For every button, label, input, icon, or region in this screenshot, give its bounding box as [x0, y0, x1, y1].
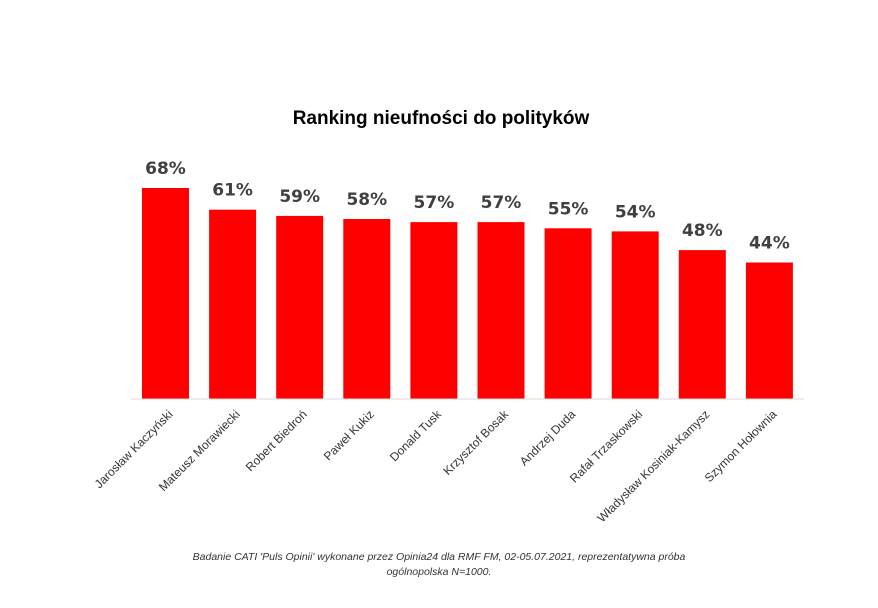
footnote-line-1: Badanie CATI 'Puls Opinii' wykonane prze…	[192, 551, 686, 563]
footnote-line-2: ogólnopolska N=1000.	[386, 566, 492, 578]
x-tick-label-rafal-trzaskowski: Rafał Trzaskowski	[567, 407, 645, 485]
data-label-krzysztof-bosak: 57%	[481, 193, 522, 213]
bar-szymon-holownia	[745, 262, 793, 399]
x-tick-label-robert-biedron: Robert Biedroń	[243, 407, 310, 474]
x-tick-label-krzysztof-bosak: Krzysztof Bosak	[440, 407, 511, 478]
bar-rafal-trzaskowski	[611, 231, 659, 399]
data-label-szymon-holownia: 44%	[749, 234, 790, 254]
data-label-andrzej-duda: 55%	[548, 199, 589, 219]
bars-group	[142, 188, 793, 399]
data-label-donald-tusk: 57%	[414, 193, 455, 213]
chart-title: Ranking nieufności do polityków	[293, 108, 590, 129]
data-label-jaroslaw-kaczynski: 68%	[145, 159, 186, 179]
bar-donald-tusk	[410, 222, 458, 399]
bar-jaroslaw-kaczynski	[142, 188, 189, 399]
data-label-robert-biedron: 59%	[279, 187, 320, 207]
bar-robert-biedron	[276, 215, 324, 399]
data-label-mateusz-morawiecki: 61%	[212, 181, 253, 201]
data-label-pawel-kukiz: 58%	[346, 190, 387, 210]
x-tick-label-andrzej-duda: Andrzej Duda	[517, 407, 579, 469]
data-labels-group: 68% 61% 59% 58% 57% 57% 55% 54% 48% 44%	[145, 159, 790, 254]
bar-andrzej-duda	[544, 228, 592, 399]
data-label-rafal-trzaskowski: 54%	[615, 202, 656, 222]
bar-pawel-kukiz	[343, 219, 391, 399]
x-tick-label-szymon-holownia: Szymon Hołownia	[702, 407, 780, 485]
x-tick-label-donald-tusk: Donald Tusk	[387, 407, 445, 465]
footnote: Badanie CATI 'Puls Opinii' wykonane prze…	[139, 550, 739, 580]
bar-wladyslaw-kosiniak-kamysz	[678, 250, 726, 399]
x-tick-label-wladyslaw-kosiniak-kamysz: Władysław Kosiniak-Kamysz	[595, 407, 713, 525]
x-tick-label-pawel-kukiz: Paweł Kukiz	[321, 407, 377, 463]
data-label-wladyslaw-kosiniak-kamysz: 48%	[682, 221, 723, 241]
bar-mateusz-morawiecki	[209, 209, 257, 399]
bar-krzysztof-bosak	[477, 222, 525, 399]
